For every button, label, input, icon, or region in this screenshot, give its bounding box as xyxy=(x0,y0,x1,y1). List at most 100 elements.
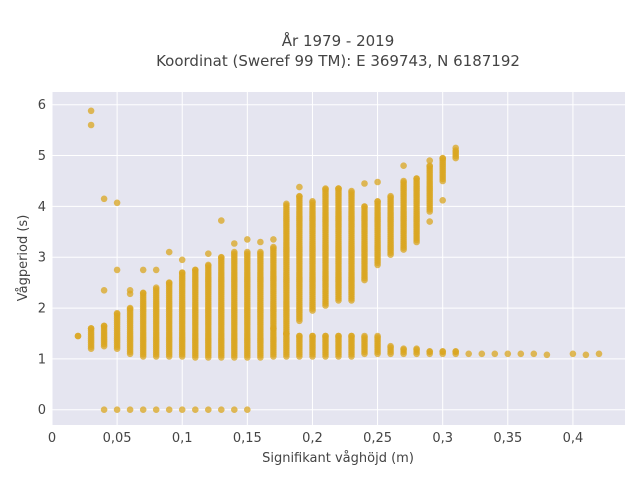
x-tick-label: 0,3 xyxy=(432,431,453,446)
data-point xyxy=(257,248,264,256)
y-axis-label: Vågperiod (s) xyxy=(16,215,31,302)
y-tick-label: 1 xyxy=(38,352,46,367)
data-point xyxy=(113,406,121,414)
data-point xyxy=(348,187,355,195)
data-point xyxy=(178,269,186,276)
data-point xyxy=(165,248,173,256)
data-point xyxy=(165,279,173,286)
x-tick-label: 0,05 xyxy=(103,431,132,446)
data-point xyxy=(87,121,95,129)
data-point xyxy=(426,162,434,169)
data-point xyxy=(218,253,225,261)
data-point xyxy=(283,330,290,337)
x-tick-label: 0,1 xyxy=(172,431,193,446)
x-tick-label: 0,4 xyxy=(563,431,584,446)
data-point xyxy=(348,332,355,340)
data-point xyxy=(126,304,134,312)
data-point xyxy=(231,248,238,256)
data-point xyxy=(100,406,108,414)
data-point xyxy=(478,350,486,358)
data-point xyxy=(165,406,173,414)
data-point xyxy=(426,218,434,225)
data-point xyxy=(309,198,316,205)
data-point xyxy=(530,350,538,358)
data-point xyxy=(452,144,460,152)
data-point xyxy=(426,348,434,355)
data-point xyxy=(152,406,160,414)
x-tick-label: 0,35 xyxy=(493,431,522,446)
data-point xyxy=(270,325,277,332)
data-point xyxy=(192,406,199,414)
data-point xyxy=(113,266,121,274)
data-point xyxy=(543,351,551,359)
data-point xyxy=(361,203,368,210)
y-tick-label: 5 xyxy=(38,149,46,164)
y-tick-label: 4 xyxy=(38,200,46,215)
data-point xyxy=(244,248,251,256)
data-point xyxy=(231,240,238,247)
x-tick-label: 0 xyxy=(48,431,56,446)
data-point xyxy=(152,284,160,292)
data-points xyxy=(74,107,603,414)
data-point xyxy=(439,197,447,204)
data-point xyxy=(322,185,329,192)
data-point xyxy=(517,350,525,358)
data-point xyxy=(178,406,186,414)
data-point xyxy=(504,350,512,358)
data-point xyxy=(244,236,251,243)
data-point xyxy=(113,199,121,207)
data-point xyxy=(439,348,447,355)
data-point xyxy=(296,332,303,340)
data-point xyxy=(87,325,95,332)
x-tick-label: 0,2 xyxy=(302,431,323,446)
data-point xyxy=(374,178,381,186)
data-point xyxy=(296,192,303,200)
data-point xyxy=(387,342,394,350)
data-point xyxy=(491,350,499,358)
data-point xyxy=(465,350,473,358)
data-point xyxy=(322,332,329,340)
data-point xyxy=(100,195,108,203)
data-point xyxy=(452,348,460,355)
data-point xyxy=(374,332,381,340)
data-point xyxy=(74,332,82,340)
data-point xyxy=(296,183,303,191)
data-point xyxy=(139,266,147,274)
data-point xyxy=(374,198,381,205)
x-tick-label: 0,15 xyxy=(233,431,262,446)
chart-title-line2: Koordinat (Sweref 99 TM): E 369743, N 61… xyxy=(156,52,520,70)
data-point xyxy=(569,350,577,358)
data-point xyxy=(413,345,420,353)
data-point xyxy=(270,236,277,243)
data-point xyxy=(126,290,134,298)
data-point xyxy=(400,345,407,353)
data-point xyxy=(113,309,121,317)
data-point xyxy=(361,332,368,340)
y-tick-label: 6 xyxy=(38,98,46,113)
data-point xyxy=(244,406,251,414)
x-axis-ticks: 0 0,05 0,1 0,15 0,2 0,25 0,3 0,35 0,4 xyxy=(48,431,583,446)
y-axis-ticks: 0 1 2 3 4 5 6 xyxy=(38,98,46,418)
data-point xyxy=(309,332,316,340)
data-point xyxy=(100,287,108,294)
data-point xyxy=(152,266,160,274)
x-axis-label: Signifikant våghöjd (m) xyxy=(262,451,414,466)
data-point xyxy=(270,243,277,251)
data-point xyxy=(413,175,420,182)
data-point xyxy=(139,406,147,414)
data-point xyxy=(582,351,590,359)
data-point xyxy=(218,406,225,414)
data-point xyxy=(387,192,394,200)
data-point xyxy=(400,162,407,169)
data-point xyxy=(439,154,447,162)
data-point xyxy=(218,217,225,224)
data-point xyxy=(205,261,212,269)
data-point xyxy=(283,200,290,208)
data-point xyxy=(400,177,407,185)
data-point xyxy=(257,238,264,246)
y-tick-label: 0 xyxy=(38,403,46,418)
data-point xyxy=(126,406,134,414)
chart-title-line1: År 1979 - 2019 xyxy=(282,31,395,50)
data-point xyxy=(231,406,238,414)
